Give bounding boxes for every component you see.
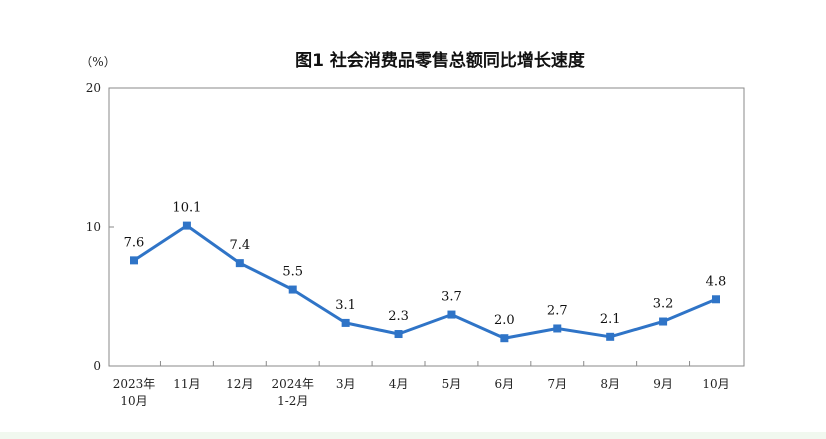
data-label: 3.2 bbox=[653, 297, 674, 312]
x-axis: 2023年 10月 11月 12月 2024年 1-2月 3月 4月 5月 6月 7月 8月 9月 10月 bbox=[113, 361, 730, 408]
data-point bbox=[712, 295, 720, 304]
data-labels: 7.6 10.1 7.4 5.5 3.1 2.3 3.7 2.0 2.7 2.1 3.2 4.8 bbox=[124, 201, 727, 329]
series-line bbox=[132, 224, 718, 340]
data-point bbox=[606, 332, 615, 341]
data-point bbox=[130, 256, 138, 265]
x-tick-label: 12月 bbox=[226, 377, 253, 391]
y-tick-label: 20 bbox=[86, 81, 101, 95]
data-markers bbox=[130, 221, 720, 343]
x-tick-label: 4月 bbox=[389, 377, 409, 391]
data-label: 3.7 bbox=[441, 290, 462, 305]
y-tick-label: 0 bbox=[93, 359, 101, 373]
data-label: 5.5 bbox=[282, 265, 303, 280]
y-tick-label: 10 bbox=[86, 220, 101, 234]
bottom-strip bbox=[0, 432, 826, 439]
data-label: 7.4 bbox=[229, 238, 250, 253]
data-point bbox=[659, 317, 668, 326]
data-label: 2.0 bbox=[494, 313, 515, 328]
data-label: 2.7 bbox=[547, 303, 568, 318]
chart-title: 图1 社会消费品零售总额同比增长速度 bbox=[295, 50, 586, 71]
data-point bbox=[235, 259, 244, 268]
data-label: 4.8 bbox=[706, 274, 727, 289]
data-point bbox=[500, 334, 509, 343]
data-label: 7.6 bbox=[124, 235, 145, 250]
data-label: 10.1 bbox=[172, 201, 201, 216]
data-point bbox=[447, 310, 456, 319]
x-tick-label: 7月 bbox=[547, 377, 567, 391]
data-point bbox=[182, 221, 191, 230]
x-tick-label: 2023年 bbox=[113, 377, 156, 391]
x-tick-label: 9月 bbox=[653, 377, 673, 391]
x-tick-label: 8月 bbox=[600, 377, 620, 391]
x-tick-label: 10月 bbox=[702, 377, 729, 391]
x-tick-label: 10月 bbox=[120, 394, 147, 408]
data-label: 2.3 bbox=[388, 309, 409, 324]
data-label: 3.1 bbox=[335, 298, 356, 313]
x-tick-label: 3月 bbox=[336, 377, 356, 391]
y-axis-unit-label: （%） bbox=[80, 55, 115, 69]
data-label: 2.1 bbox=[600, 312, 621, 327]
x-tick-label: 6月 bbox=[495, 377, 515, 391]
y-axis: 0 10 20 bbox=[86, 81, 114, 373]
data-point bbox=[341, 318, 350, 327]
x-tick-label: 11月 bbox=[173, 377, 200, 391]
x-tick-label: 1-2月 bbox=[277, 394, 308, 408]
data-point bbox=[553, 324, 562, 333]
x-tick-label: 5月 bbox=[442, 377, 462, 391]
data-point bbox=[288, 285, 297, 294]
data-point bbox=[394, 330, 403, 339]
x-tick-label: 2024年 bbox=[271, 377, 314, 391]
